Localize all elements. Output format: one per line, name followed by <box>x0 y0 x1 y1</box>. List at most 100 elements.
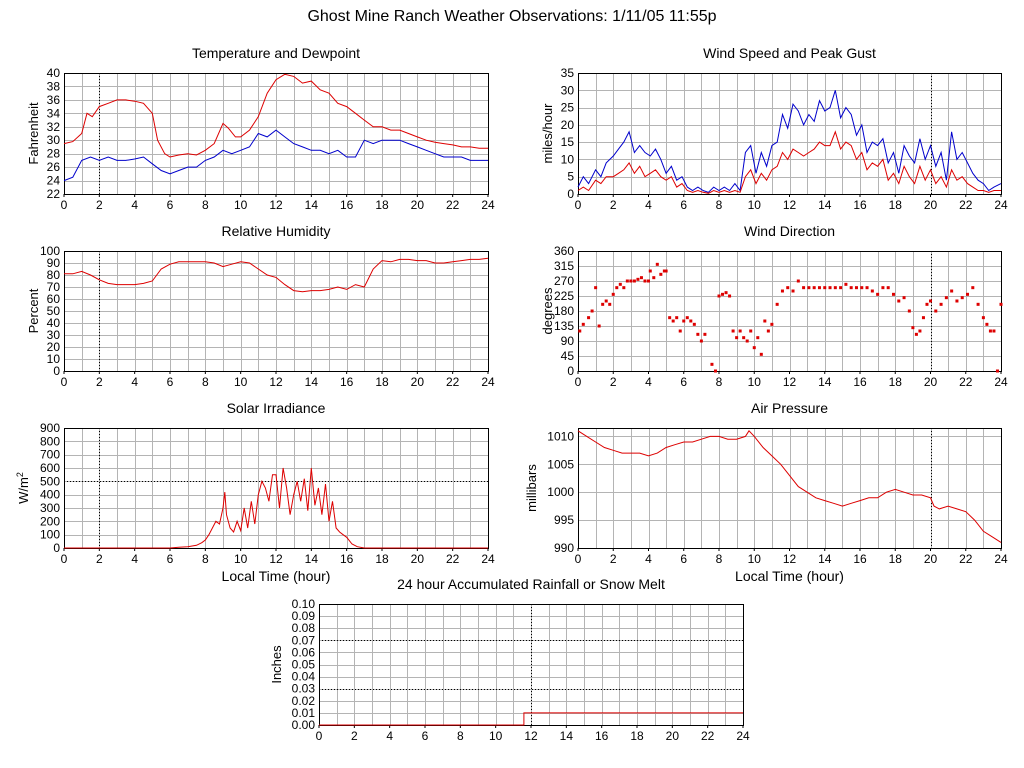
solar-chart: 0 2 4 6 8 10 12 14 16 18 20 22 240100200300400500600… <box>15 400 495 584</box>
data-point <box>807 286 811 290</box>
x-tick-label: 14 <box>560 729 574 743</box>
y-axis-label-text: miles/hour <box>540 103 555 164</box>
data-point <box>763 319 767 323</box>
series-line-blue <box>577 90 1002 193</box>
data-point <box>601 302 605 306</box>
x-tick-label: 2 <box>96 552 103 566</box>
y-tick-label: 30 <box>47 133 61 147</box>
y-tick-label: 35 <box>561 66 575 80</box>
data-point <box>966 292 970 296</box>
x-tick-label: 18 <box>375 552 389 566</box>
data-point <box>870 289 874 293</box>
y-axis-label: Percent <box>26 288 41 333</box>
data-point <box>960 296 964 300</box>
y-axis-label: degrees <box>540 287 555 334</box>
data-point <box>608 302 612 306</box>
data-point <box>823 286 827 290</box>
x-tick-label: 0 <box>61 552 68 566</box>
data-point <box>817 286 821 290</box>
x-tick-label: 22 <box>959 198 973 212</box>
y-tick-label: 40 <box>47 316 61 330</box>
y-tick-label: 38 <box>47 79 61 93</box>
y-tick-label: 0.03 <box>292 682 316 696</box>
data-point <box>629 279 633 283</box>
series-line-red <box>319 712 743 726</box>
y-tick-label: 50 <box>47 304 61 318</box>
y-tick-label: 300 <box>40 501 60 515</box>
x-tick-label: 10 <box>748 198 762 212</box>
data-point <box>881 286 885 290</box>
y-axis-label: miles/hour <box>540 103 555 164</box>
y-tick-label: 0.09 <box>292 609 316 623</box>
x-tick-label: 4 <box>131 198 138 212</box>
y-tick-label: 1000 <box>547 485 574 499</box>
data-point <box>615 286 619 290</box>
data-point <box>876 292 880 296</box>
data-point <box>897 299 901 303</box>
x-tick-label: 24 <box>736 729 750 743</box>
data-point <box>860 286 864 290</box>
x-tick-label: 10 <box>748 552 762 566</box>
data-point <box>925 302 929 306</box>
x-tick-label: 14 <box>818 375 832 389</box>
x-tick-label: 22 <box>446 198 460 212</box>
data-point <box>625 279 629 283</box>
y-tick-label: 1010 <box>547 429 574 443</box>
x-tick-label: 12 <box>783 552 797 566</box>
data-point <box>668 316 672 320</box>
x-axis-label: Local Time (hour) <box>222 568 331 584</box>
x-tick-label: 0 <box>575 375 582 389</box>
data-point <box>786 286 790 290</box>
y-tick-label: 28 <box>47 147 61 161</box>
series-line-red <box>63 73 488 158</box>
data-point <box>992 329 996 333</box>
data-point <box>622 286 626 290</box>
x-tick-label: 18 <box>375 375 389 389</box>
y-axis-label-text: Inches <box>269 645 284 684</box>
x-tick-label: 6 <box>422 729 429 743</box>
data-point <box>939 302 943 306</box>
x-tick-label: 12 <box>269 375 283 389</box>
y-tick-label: 900 <box>40 421 60 435</box>
y-axis-label: Inches <box>269 645 284 684</box>
x-tick-label: 24 <box>481 552 495 566</box>
data-point <box>643 279 647 283</box>
x-tick-label: 8 <box>457 729 464 743</box>
y-tick-label: 990 <box>554 541 574 555</box>
y-axis-label-text: Fahrenheit <box>26 102 41 165</box>
data-point <box>929 299 932 303</box>
x-tick-label: 10 <box>234 552 248 566</box>
x-tick-label: 2 <box>351 729 358 743</box>
data-point <box>844 282 848 286</box>
y-tick-label: 180 <box>554 304 574 318</box>
data-point <box>914 332 918 336</box>
x-tick-label: 18 <box>889 198 903 212</box>
x-tick-label: 8 <box>716 198 723 212</box>
y-tick-label: 15 <box>561 135 575 149</box>
x-tick-label: 24 <box>994 552 1008 566</box>
x-tick-label: 20 <box>411 375 425 389</box>
x-tick-label: 20 <box>411 552 425 566</box>
data-point <box>724 291 728 295</box>
y-tick-label: 600 <box>40 461 60 475</box>
wind-chart: 0 2 4 6 8 10 12 14 16 18 20 22 2405101520253035Wind … <box>540 45 1008 212</box>
series-0 <box>578 262 1003 373</box>
grid <box>64 73 489 195</box>
data-point <box>664 269 668 273</box>
x-tick-label: 16 <box>595 729 609 743</box>
data-point <box>671 319 675 323</box>
y-tick-label: 20 <box>47 340 61 354</box>
x-tick-label: 0 <box>575 552 582 566</box>
x-tick-label: 12 <box>269 552 283 566</box>
x-tick-label: 20 <box>666 729 680 743</box>
data-point <box>854 286 858 290</box>
y-tick-label: 40 <box>47 66 61 80</box>
y-tick-label: 25 <box>561 101 575 115</box>
y-axis-label: millibars <box>524 464 539 512</box>
x-tick-label: 24 <box>994 375 1008 389</box>
x-tick-label: 0 <box>61 375 68 389</box>
data-point <box>944 296 948 300</box>
y-tick-label: 270 <box>554 274 574 288</box>
data-point <box>738 329 742 333</box>
y-tick-label: 20 <box>561 118 575 132</box>
